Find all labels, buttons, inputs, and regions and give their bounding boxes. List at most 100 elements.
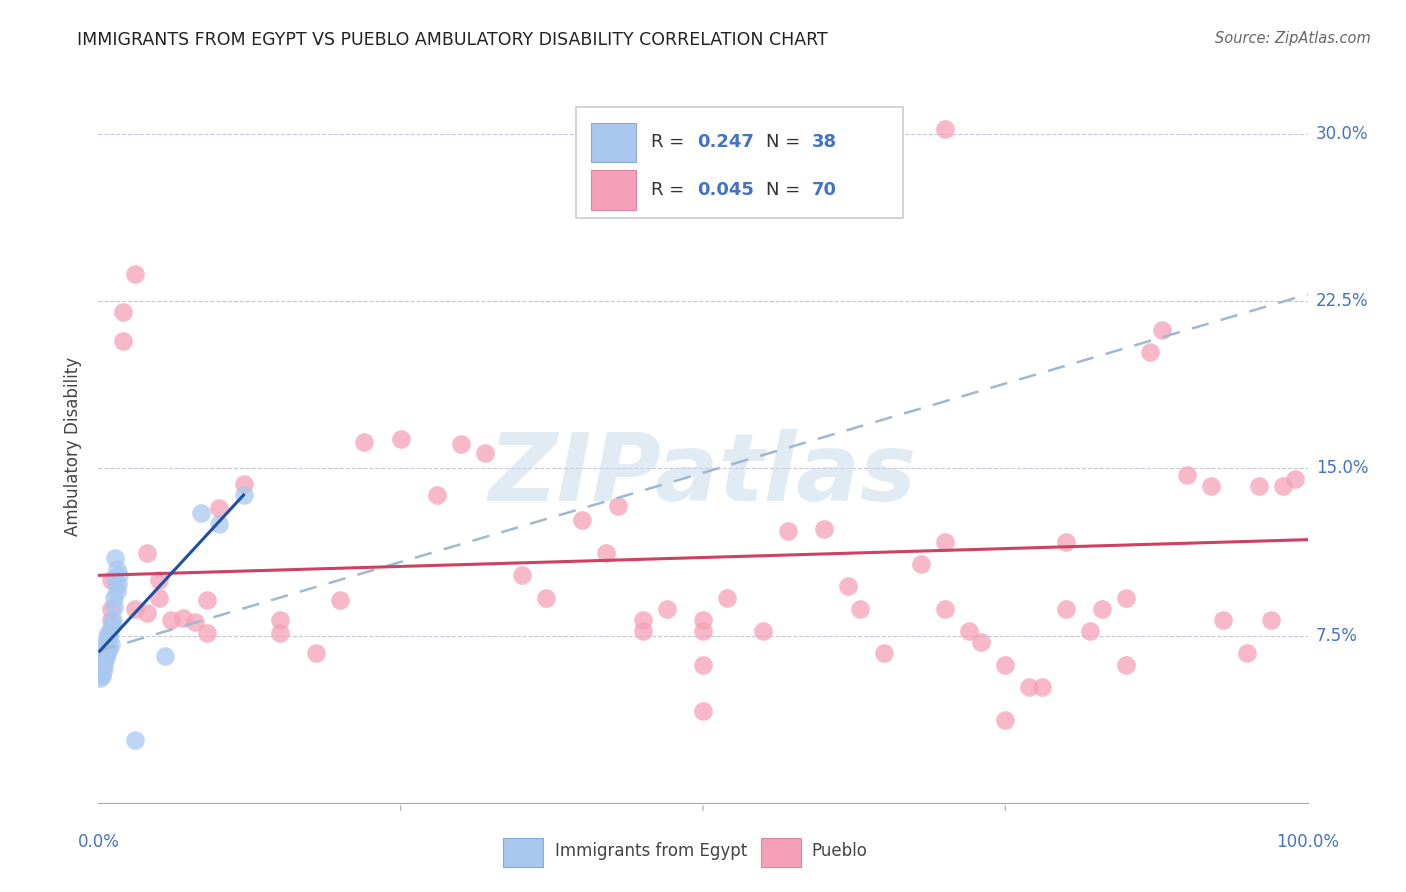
FancyBboxPatch shape bbox=[591, 170, 637, 210]
Point bbox=[135, 607, 157, 621]
Point bbox=[160, 613, 183, 627]
Point bbox=[631, 613, 654, 627]
Text: 0.045: 0.045 bbox=[697, 181, 754, 199]
Point bbox=[692, 657, 714, 672]
Text: ZIPatlas: ZIPatlas bbox=[489, 428, 917, 521]
Text: Pueblo: Pueblo bbox=[811, 842, 868, 860]
FancyBboxPatch shape bbox=[503, 838, 543, 867]
Point bbox=[1139, 345, 1161, 359]
Point bbox=[98, 642, 121, 657]
Point bbox=[1199, 479, 1222, 493]
Point bbox=[96, 631, 118, 645]
Point bbox=[849, 602, 872, 616]
Y-axis label: Ambulatory Disability: Ambulatory Disability bbox=[65, 357, 83, 535]
Point bbox=[100, 602, 122, 616]
Text: Source: ZipAtlas.com: Source: ZipAtlas.com bbox=[1215, 31, 1371, 46]
Point bbox=[111, 305, 134, 319]
Point bbox=[1260, 613, 1282, 627]
Point bbox=[716, 591, 738, 605]
Point bbox=[97, 633, 120, 648]
Point bbox=[1054, 602, 1077, 616]
Point bbox=[873, 646, 896, 660]
Text: 100.0%: 100.0% bbox=[1277, 833, 1339, 851]
Point bbox=[172, 610, 194, 624]
Point bbox=[91, 657, 114, 672]
Point bbox=[1284, 473, 1306, 487]
Point bbox=[195, 626, 218, 640]
Point bbox=[910, 557, 932, 572]
Point bbox=[957, 624, 980, 639]
Point bbox=[100, 622, 122, 636]
Point bbox=[90, 662, 112, 676]
Point bbox=[450, 436, 472, 450]
Point bbox=[111, 334, 134, 348]
Point bbox=[208, 501, 231, 516]
Point bbox=[94, 651, 117, 665]
Point bbox=[269, 613, 291, 627]
Point bbox=[135, 546, 157, 560]
Point bbox=[752, 624, 775, 639]
Text: 22.5%: 22.5% bbox=[1316, 292, 1368, 310]
Point bbox=[104, 573, 127, 587]
Point bbox=[93, 648, 115, 663]
Point bbox=[353, 434, 375, 449]
Point bbox=[776, 524, 799, 538]
Text: 0.247: 0.247 bbox=[697, 134, 754, 152]
Point bbox=[305, 646, 328, 660]
Point bbox=[96, 646, 118, 660]
Point bbox=[94, 640, 117, 654]
Point bbox=[1152, 323, 1174, 337]
Point bbox=[195, 592, 218, 607]
Point bbox=[1236, 646, 1258, 660]
FancyBboxPatch shape bbox=[576, 107, 903, 218]
Point bbox=[595, 546, 617, 560]
Point bbox=[631, 624, 654, 639]
Point bbox=[93, 653, 115, 667]
Point bbox=[232, 488, 254, 502]
Point bbox=[692, 705, 714, 719]
Point bbox=[571, 512, 593, 526]
Point bbox=[474, 445, 496, 460]
Point bbox=[1272, 479, 1295, 493]
Point bbox=[1249, 479, 1271, 493]
Point bbox=[208, 516, 231, 531]
Point bbox=[91, 655, 114, 669]
Point bbox=[103, 599, 125, 614]
Point bbox=[148, 591, 170, 605]
Point bbox=[100, 573, 122, 587]
Point bbox=[1175, 467, 1198, 482]
Point bbox=[97, 640, 120, 654]
Point bbox=[994, 714, 1017, 728]
Text: 30.0%: 30.0% bbox=[1316, 125, 1368, 143]
Point bbox=[329, 592, 352, 607]
Text: 38: 38 bbox=[811, 134, 837, 152]
Point bbox=[1078, 624, 1101, 639]
Point bbox=[105, 562, 128, 576]
Point bbox=[934, 122, 956, 136]
Point bbox=[184, 615, 207, 630]
FancyBboxPatch shape bbox=[591, 123, 637, 162]
Point bbox=[124, 733, 146, 747]
Text: 7.5%: 7.5% bbox=[1316, 626, 1358, 645]
Point bbox=[148, 573, 170, 587]
Point bbox=[232, 476, 254, 491]
Text: 15.0%: 15.0% bbox=[1316, 459, 1368, 477]
Point bbox=[1091, 602, 1114, 616]
Point bbox=[103, 591, 125, 605]
Text: 0.0%: 0.0% bbox=[77, 833, 120, 851]
Point bbox=[107, 577, 129, 591]
Point bbox=[90, 666, 112, 681]
Point bbox=[93, 660, 115, 674]
Point bbox=[813, 521, 835, 535]
Point bbox=[98, 628, 121, 642]
Point bbox=[91, 664, 114, 679]
Text: 70: 70 bbox=[811, 181, 837, 199]
Point bbox=[1031, 680, 1053, 694]
Point bbox=[101, 613, 124, 627]
Point bbox=[692, 613, 714, 627]
Text: N =: N = bbox=[766, 181, 806, 199]
Point bbox=[1018, 680, 1040, 694]
Point bbox=[97, 626, 120, 640]
Point bbox=[100, 637, 122, 651]
Point bbox=[190, 506, 212, 520]
